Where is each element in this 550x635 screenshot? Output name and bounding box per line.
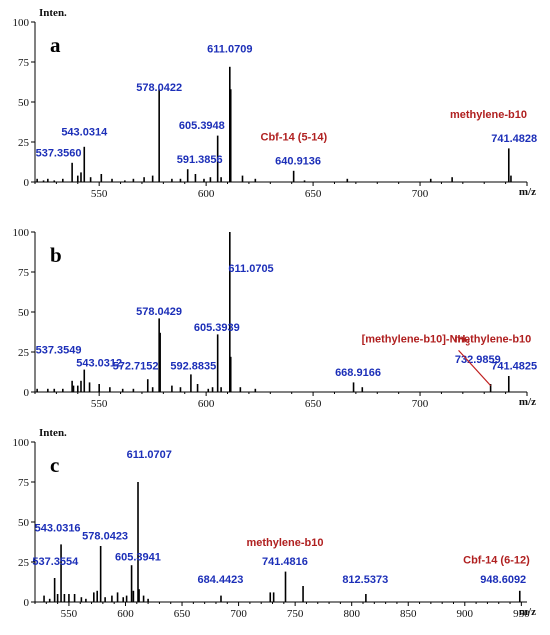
y-tick-label: 0	[24, 387, 30, 399]
peak-annotation: 578.0423	[82, 531, 128, 543]
peak-annotation: [methylene-b10]-NH3	[362, 333, 471, 347]
peak-annotation: methylene-b10	[246, 537, 323, 549]
peak-annotation: 605.3939	[194, 322, 240, 334]
peak-annotation: 605.3948	[179, 120, 225, 132]
peak-annotation: Cbf-14 (5-14)	[261, 131, 328, 143]
peak-annotation: 732.9859	[455, 354, 501, 366]
spectrum-panel-a: 0 25 50 75 100 550 600 650 700 m/z Inten. a 611.0709…	[13, 7, 538, 200]
x-tick-label: 650	[305, 188, 322, 200]
peak-annotation: 741.4828	[491, 133, 537, 145]
peak-annotation: 741.4825	[491, 361, 537, 373]
peak-annotation: Cbf-14 (6-12)	[463, 555, 530, 567]
x-tick-label: 800	[343, 608, 360, 620]
x-tick-label: 600	[117, 608, 134, 620]
peak-annotation: 543.0314	[61, 127, 108, 139]
x-tick-label: 550	[91, 398, 108, 410]
y-tick-label: 50	[18, 97, 30, 109]
x-tick-label: 550	[91, 188, 108, 200]
x-tick-label: 600	[198, 188, 215, 200]
y-tick-label: 100	[13, 437, 30, 449]
x-tick-label: 900	[457, 608, 474, 620]
annotation-connector	[458, 349, 492, 387]
y-axis-label: Inten.	[39, 427, 67, 439]
peak-annotation: 605.3941	[115, 551, 161, 563]
x-axis-label: m/z	[519, 186, 536, 198]
peak-annotation: 543.0316	[35, 523, 81, 535]
peak-annotation: 640.9136	[275, 155, 321, 167]
peak-annotation: 578.0422	[136, 82, 182, 94]
y-tick-label: 25	[18, 137, 30, 149]
y-axis-label: Inten.	[39, 7, 67, 19]
peak-annotation: 537.3560	[36, 147, 82, 159]
y-tick-label: 75	[18, 57, 30, 69]
peak-annotation: 668.9166	[335, 367, 381, 379]
peak-annotation: 611.0707	[127, 449, 172, 461]
panel-letter: b	[50, 243, 62, 267]
x-tick-label: 750	[287, 608, 304, 620]
spectrum-panel-b: 0 25 50 75 100 550 600 650 700 m/z b 611.0705 578.04…	[13, 227, 538, 410]
y-tick-label: 0	[24, 597, 30, 609]
peak-annotation: 611.0705	[228, 263, 273, 275]
peak-annotation: 948.6092	[480, 574, 526, 586]
peak-annotation: 543.0312	[76, 357, 122, 369]
x-axis-label: m/z	[519, 606, 536, 618]
y-tick-label: 100	[13, 227, 30, 239]
x-tick-label: 700	[412, 398, 429, 410]
peak-annotation: 741.4816	[262, 556, 308, 568]
peak-annotation: 684.4423	[198, 574, 244, 586]
peak-annotation: 611.0709	[207, 43, 252, 55]
x-tick-label: 700	[412, 188, 429, 200]
peak-annotation: 591.3856	[177, 154, 223, 166]
x-tick-label: 950	[513, 608, 530, 620]
y-tick-label: 75	[18, 267, 30, 279]
x-tick-label: 650	[305, 398, 322, 410]
panel-letter: c	[50, 453, 59, 477]
y-tick-label: 75	[18, 477, 30, 489]
peak-annotation: 537.3554	[32, 556, 79, 568]
peak-annotation: 578.0429	[136, 306, 182, 318]
x-axis-label: m/z	[519, 396, 536, 408]
x-tick-label: 550	[61, 608, 78, 620]
y-tick-label: 50	[18, 517, 30, 529]
peak-annotation: 812.5373	[342, 574, 388, 586]
y-tick-label: 100	[13, 17, 30, 29]
y-tick-label: 25	[18, 557, 30, 569]
x-tick-label: 650	[174, 608, 191, 620]
panel-letter: a	[50, 33, 61, 57]
x-tick-label: 700	[230, 608, 247, 620]
y-tick-label: 0	[24, 177, 30, 189]
spectrum-panel-c: 0 25 50 75 100 550 600 650 700 750 800 850 900 950m/z…	[13, 427, 537, 620]
x-tick-label: 850	[400, 608, 417, 620]
x-tick-label: 600	[198, 398, 215, 410]
peak-annotation: 592.8835	[170, 361, 216, 373]
peak-annotation: 572.7152	[113, 361, 159, 373]
peak-annotation: 537.3549	[36, 345, 82, 357]
y-tick-label: 25	[18, 347, 30, 359]
y-tick-label: 50	[18, 307, 30, 319]
peak-annotation: methylene-b10	[454, 333, 531, 345]
peak-annotation: methylene-b10	[450, 109, 527, 121]
